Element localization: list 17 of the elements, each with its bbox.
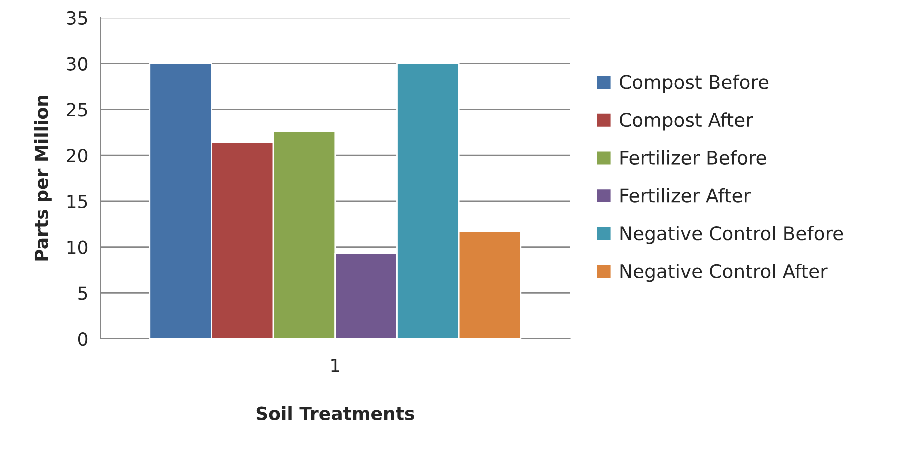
y-tick-label: 20	[67, 149, 88, 163]
y-tick-label: 0	[78, 332, 88, 346]
y-tick-label: 25	[67, 103, 88, 117]
x-axis-title: Soil Treatments	[256, 406, 414, 420]
y-tick-label: 10	[68, 240, 88, 254]
x-tick-label: 1	[332, 358, 340, 372]
y-axis-title: Parts per Million	[34, 96, 52, 261]
legend-label: Compost Before	[620, 74, 769, 93]
legend-label: Compost After	[620, 112, 754, 131]
y-tick-label: 35	[67, 11, 88, 26]
legend-label: Negative Control After	[620, 264, 828, 282]
legend-label: Fertilizer After	[620, 188, 752, 203]
y-tick-label: 5	[78, 286, 88, 300]
legend-label: Negative Control Before	[620, 226, 844, 244]
legend-label: Fertilizer Before	[620, 150, 766, 165]
y-tick-label: 15	[68, 195, 88, 209]
y-tick-label: 30	[67, 57, 88, 71]
